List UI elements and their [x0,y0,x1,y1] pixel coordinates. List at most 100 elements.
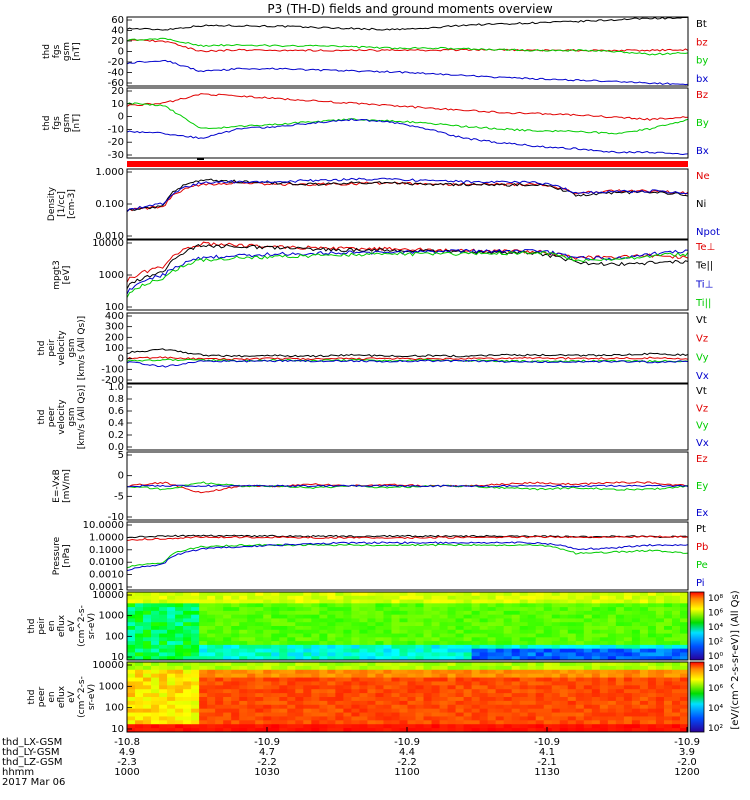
heatmap-cell [327,626,336,631]
heatmap-cell [383,728,393,732]
heatmap-cell [231,592,240,597]
heatmap-cell [367,633,377,638]
heatmap-cell [383,712,393,718]
heatmap-cell [135,724,144,729]
heatmap-cell [551,662,561,667]
heatmap-cell [159,595,168,601]
heatmap-cell [463,665,473,671]
heatmap-cell [199,712,208,718]
heatmap-cell [255,665,264,671]
heatmap-cell [535,610,545,616]
heatmap-cell [631,677,641,683]
heatmap-cell [575,662,585,667]
heatmap-cell [575,712,585,718]
heatmap-cell [671,677,681,683]
heatmap-cell [431,716,441,721]
heatmap-cell [679,599,688,604]
heatmap-cell [239,641,248,646]
heatmap-cell [455,656,465,660]
legend-entry: Te⊥ [695,242,715,253]
heatmap-cell [511,644,521,650]
heatmap-cell [319,599,328,604]
heatmap-cell [151,626,160,631]
heatmap-cell [207,626,216,631]
heatmap-cell [519,677,529,683]
heatmap-cell [191,610,200,616]
heatmap-cell [399,662,409,667]
heatmap-cell [399,693,409,698]
heatmap-cell [615,700,625,706]
heatmap-cell [607,662,617,667]
heatmap-cell [647,665,657,671]
heatmap-cell [151,603,160,608]
heatmap-cell [135,669,144,675]
heatmap-cell [607,637,617,642]
heatmap-cell [375,633,385,638]
heatmap-cell [343,716,352,721]
heatmap-cell [335,712,344,718]
heatmap-cell [423,622,433,627]
heatmap-cell [575,603,585,608]
heatmap-cell [639,622,649,627]
colorbar-tick-label: 10⁸ [708,594,723,604]
heatmap-cell [311,724,320,729]
heatmap-cell [447,662,457,667]
heatmap-cell [527,720,537,725]
heatmap-cell [583,610,593,616]
heatmap-cell [535,697,545,702]
heatmap-cell [543,700,553,706]
heatmap-cell [415,677,425,683]
heatmap-cell [559,681,569,686]
heatmap-cell [631,614,641,620]
heatmap-cell [575,720,585,725]
heatmap-cells [127,662,688,732]
colorbar-tick-label: 10² [708,638,723,648]
heatmap-cell [455,697,465,702]
heatmap-cell [639,728,649,732]
heatmap-cell [303,592,312,597]
heatmap-cell [135,599,144,604]
heatmap-cell [343,728,352,732]
heatmap-cell [479,677,489,683]
heatmap-cell [631,599,641,604]
heatmap-cell [271,656,280,660]
heatmap-cell [223,626,232,631]
heatmap-cell [207,708,216,714]
heatmap-cell [135,712,144,718]
heatmap-cell [503,595,513,601]
heatmap-cell [503,603,513,608]
heatmap-cell [303,712,312,718]
heatmap-cell [607,599,617,604]
heatmap-cell [399,633,409,638]
heatmap-cell [311,700,320,706]
heatmap-cell [575,641,585,646]
heatmap-cell [663,669,673,675]
heatmap-cell [159,700,168,706]
heatmap-cell [303,685,312,690]
heatmap-cell [303,728,312,732]
heatmap-cell [471,641,481,646]
heatmap-cell [391,595,401,601]
x-value: 1000 [114,767,139,778]
heatmap-cell [647,648,657,654]
heatmap-cell [255,693,264,698]
heatmap-cell [319,720,328,725]
heatmap-cell [623,641,633,646]
heatmap-cell [471,592,481,597]
heatmap-cell [191,669,200,675]
heatmap-cell [615,669,625,675]
heatmap-cell [215,689,224,694]
heatmap-cell [327,689,336,694]
heatmap-cell [495,633,505,638]
heatmap-cell [679,704,688,710]
panel-7: Pressure [nPa]PtPbPePi10.00001.00000.1000… [52,520,708,593]
heatmap-cell [479,610,489,616]
heatmap-cell [679,673,688,679]
heatmap-cell [463,648,473,654]
heatmap-cell [335,607,344,612]
heatmap-cell [503,685,513,690]
heatmap-cell [271,689,280,694]
heatmap-cell [487,704,497,710]
heatmap-cell [511,728,521,732]
heatmap-cell [479,592,489,597]
